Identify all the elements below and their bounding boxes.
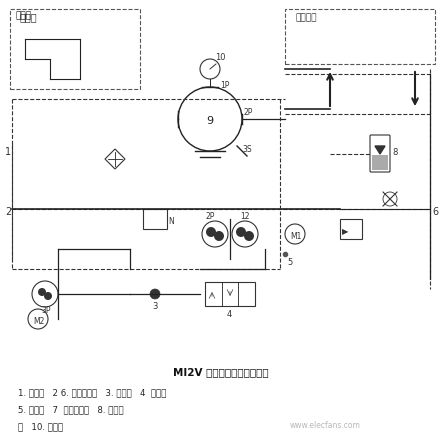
Text: www.elecfans.com: www.elecfans.com	[290, 420, 361, 429]
Polygon shape	[375, 147, 385, 155]
Circle shape	[206, 227, 216, 237]
Text: 2: 2	[5, 207, 11, 217]
Bar	[340, 220, 362, 240]
Text: MI2V 成压和主轴润滑原理图: MI2V 成压和主轴润滑原理图	[173, 366, 269, 376]
Text: ▶: ▶	[342, 227, 348, 236]
Circle shape	[214, 231, 224, 241]
Text: 1. 刷冷器   2 6. 自控溢流阀   3. 主油箱   4  滤油器: 1. 刷冷器 2 6. 自控溢流阀 3. 主油箱 4 滤油器	[18, 387, 166, 396]
Circle shape	[236, 227, 246, 237]
Circle shape	[150, 289, 160, 299]
Text: 1: 1	[5, 147, 11, 157]
Text: 9: 9	[206, 116, 213, 126]
Bar	[143, 210, 167, 230]
Text: 主轴箱: 主轴箱	[15, 11, 31, 20]
Text: 3P: 3P	[41, 305, 50, 314]
Text: 液压系统: 液压系统	[295, 13, 316, 22]
Bar	[285, 10, 435, 65]
Text: 5. 单向阀   7  手动截止阀   8. 蓄能器: 5. 单向阀 7 手动截止阀 8. 蓄能器	[18, 404, 124, 413]
Text: 10: 10	[215, 53, 225, 62]
Text: 8: 8	[392, 148, 397, 157]
Text: 主轴箱: 主轴箱	[20, 12, 38, 22]
Text: 5: 5	[287, 257, 292, 266]
Circle shape	[44, 293, 52, 300]
Text: 2P: 2P	[244, 108, 253, 117]
Text: 2P: 2P	[205, 211, 214, 220]
Text: 关   10. 油压表: 关 10. 油压表	[18, 421, 63, 430]
Text: M2: M2	[33, 316, 44, 325]
Text: 6: 6	[432, 207, 438, 217]
Text: 4: 4	[227, 309, 232, 318]
Circle shape	[244, 231, 254, 241]
Text: 3: 3	[152, 301, 157, 310]
Bar	[372, 156, 388, 171]
Bar	[10, 10, 140, 90]
Circle shape	[38, 288, 46, 296]
Text: M1: M1	[290, 231, 301, 240]
Bar	[205, 283, 255, 306]
Text: 1P: 1P	[220, 81, 229, 90]
Text: 12: 12	[240, 211, 249, 220]
Text: 3S: 3S	[242, 145, 251, 154]
Text: N: N	[168, 217, 174, 226]
